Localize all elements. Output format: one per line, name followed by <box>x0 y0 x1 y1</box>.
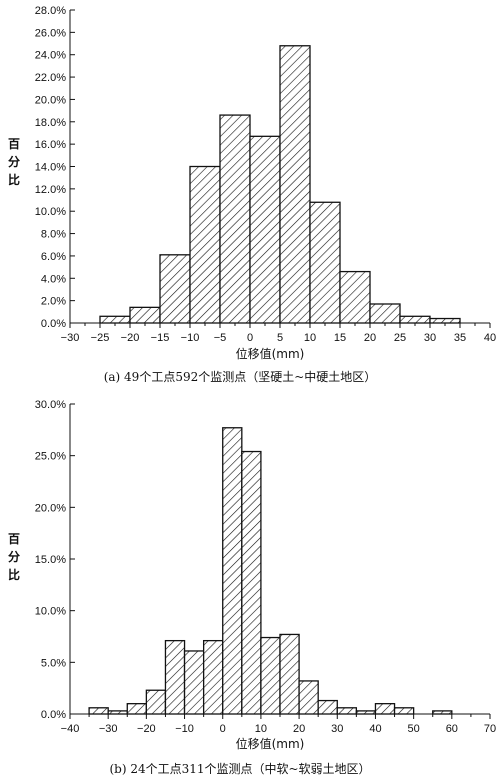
x-tick-label: 30 <box>424 332 436 344</box>
histogram-bar <box>429 317 461 324</box>
x-tick-label: 40 <box>484 332 496 344</box>
y-axis-label-char: 分 <box>8 549 20 564</box>
x-tick-label: −25 <box>91 332 110 344</box>
histogram-bar <box>183 650 205 715</box>
x-tick-label: 60 <box>446 723 458 735</box>
histogram-bar <box>260 636 281 715</box>
panel-caption: (a) 49个工点592个监测点（坚硬土~中硬土地区） <box>104 369 377 384</box>
x-axis-label: 位移值(mm) <box>236 346 305 361</box>
histogram-bar <box>241 450 262 715</box>
y-axis-label-char: 比 <box>8 567 20 582</box>
histogram-bar <box>202 639 224 715</box>
y-tick-label: 0.0% <box>41 318 66 330</box>
y-tick-label: 24.0% <box>35 50 66 62</box>
x-tick-label: −40 <box>61 723 80 735</box>
y-tick-label: 25.0% <box>35 451 66 463</box>
y-tick-label: 16.0% <box>35 139 66 151</box>
y-tick-label: 26.0% <box>35 27 66 39</box>
x-tick-label: 5 <box>277 332 283 344</box>
histogram-bar <box>99 315 131 324</box>
y-tick-label: 10.0% <box>35 606 66 618</box>
x-tick-label: −30 <box>99 723 118 735</box>
x-tick-label: 0 <box>220 723 226 735</box>
histogram-bar <box>126 703 148 715</box>
y-axis-label-char: 百 <box>8 137 20 151</box>
y-axis-label-char: 百 <box>8 532 20 546</box>
chart-panel-a: 0.0% 2.0% 4.0% 6.0% 8.0% 10.0% 12.0% 14.0% 16.0%… <box>8 5 496 384</box>
histogram-bar <box>336 707 358 715</box>
histogram-bar <box>298 680 319 715</box>
histogram-bar <box>369 303 401 324</box>
y-tick-label: 8.0% <box>41 229 66 241</box>
y-tick-label: 4.0% <box>41 273 66 285</box>
histogram-bar <box>279 45 311 324</box>
x-tick-label: 70 <box>484 723 496 735</box>
histogram-bar <box>145 689 167 715</box>
histogram-bar <box>309 201 341 324</box>
x-tick-label: −30 <box>61 332 80 344</box>
x-tick-label: −15 <box>151 332 170 344</box>
histogram-bar <box>222 427 243 715</box>
x-tick-label: −20 <box>121 332 140 344</box>
y-tick-label: 22.0% <box>35 72 66 84</box>
histogram-bar <box>374 703 396 715</box>
histogram-bar <box>219 114 251 324</box>
x-tick-label: 25 <box>394 332 406 344</box>
y-tick-label: 6.0% <box>41 251 66 263</box>
histogram-bar <box>339 270 371 324</box>
x-axis-label: 位移值(mm) <box>236 736 305 751</box>
y-tick-label: 10.0% <box>35 206 66 218</box>
x-tick-label: 50 <box>408 723 420 735</box>
y-axis-label-char: 比 <box>8 172 20 187</box>
y-tick-label: 14.0% <box>35 162 66 174</box>
y-tick-label: 20.0% <box>35 94 66 106</box>
histogram-bar <box>249 135 281 324</box>
x-tick-label: 10 <box>304 332 316 344</box>
y-tick-label: 30.0% <box>35 399 66 411</box>
histogram-bar <box>159 254 191 324</box>
histogram-bar <box>399 315 431 324</box>
x-tick-label: −5 <box>214 332 227 344</box>
histogram-bar <box>164 639 186 715</box>
histogram-bar <box>129 306 161 324</box>
x-tick-label: −10 <box>175 723 194 735</box>
x-tick-label: 20 <box>293 723 305 735</box>
chart-panel-b: 0.0% 5.0% 10.0% 15.0% 20.0% 25.0% 30.0% −40 −30 −… <box>8 399 496 776</box>
panel-caption: (b) 24个工点311个监测点（中软~软弱土地区） <box>109 761 370 776</box>
y-tick-label: 12.0% <box>35 184 66 196</box>
x-tick-label: 10 <box>255 723 267 735</box>
y-tick-label: 18.0% <box>35 117 66 129</box>
y-tick-label: 0.0% <box>41 709 66 721</box>
x-tick-label: 40 <box>369 723 381 735</box>
y-tick-label: 28.0% <box>35 5 66 17</box>
histogram-bar <box>189 165 221 324</box>
histogram-bar <box>279 633 300 715</box>
x-tick-label: 30 <box>331 723 343 735</box>
x-tick-label: −10 <box>181 332 200 344</box>
x-tick-label: 20 <box>364 332 376 344</box>
y-tick-label: 5.0% <box>41 657 66 669</box>
histogram-bar <box>393 707 415 715</box>
histogram-bar <box>88 707 109 715</box>
y-axis-label-char: 分 <box>8 154 20 169</box>
y-tick-label: 15.0% <box>35 554 66 566</box>
x-tick-label: 0 <box>247 332 253 344</box>
y-tick-label: 2.0% <box>41 296 66 308</box>
x-tick-label: 15 <box>334 332 346 344</box>
x-tick-label: −20 <box>137 723 156 735</box>
y-tick-label: 20.0% <box>35 502 66 514</box>
x-tick-label: 35 <box>454 332 466 344</box>
histogram-bar <box>317 699 338 715</box>
